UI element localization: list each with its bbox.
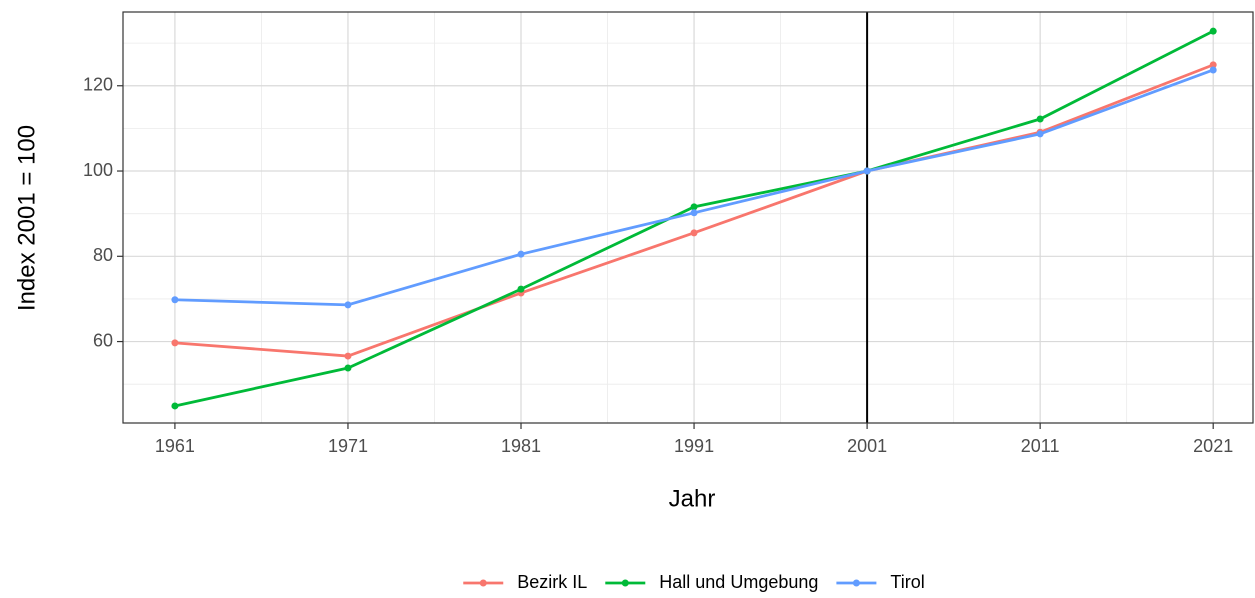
y-tick-label: 60 (93, 330, 113, 350)
data-point (344, 364, 352, 372)
data-point (171, 339, 179, 347)
x-tick-label: 1991 (674, 436, 714, 456)
data-point (1036, 130, 1044, 138)
x-tick-label: 1981 (501, 436, 541, 456)
x-tick-label: 1961 (155, 436, 195, 456)
x-tick-label: 2011 (1021, 436, 1060, 456)
data-point (690, 203, 698, 211)
y-tick-label: 120 (83, 75, 113, 95)
data-point (863, 167, 871, 175)
data-point (690, 229, 698, 237)
data-point (1209, 61, 1217, 69)
data-point (171, 402, 179, 410)
data-point (517, 250, 525, 258)
data-point (344, 352, 352, 360)
x-tick-label: 2021 (1193, 436, 1233, 456)
legend-label: Hall und Umgebung (659, 572, 818, 592)
data-point (1036, 115, 1044, 123)
y-tick-label: 100 (83, 160, 113, 180)
legend-key-point (621, 579, 629, 587)
legend-key-point (479, 579, 487, 587)
y-tick-label: 80 (93, 245, 113, 265)
legend-key-point (852, 579, 860, 587)
legend-label: Tirol (890, 572, 924, 592)
y-axis-title: Index 2001 = 100 (13, 125, 40, 311)
data-point (344, 301, 352, 309)
x-tick-label: 1971 (328, 436, 368, 456)
legend-label: Bezirk IL (517, 572, 587, 592)
data-point (1209, 27, 1217, 35)
data-point (171, 296, 179, 304)
data-point (690, 209, 698, 217)
data-point (1209, 66, 1217, 74)
data-point (517, 285, 525, 293)
panel-border (122, 11, 1254, 424)
x-tick-label: 2001 (847, 436, 887, 456)
x-axis-title: Jahr (669, 485, 716, 512)
